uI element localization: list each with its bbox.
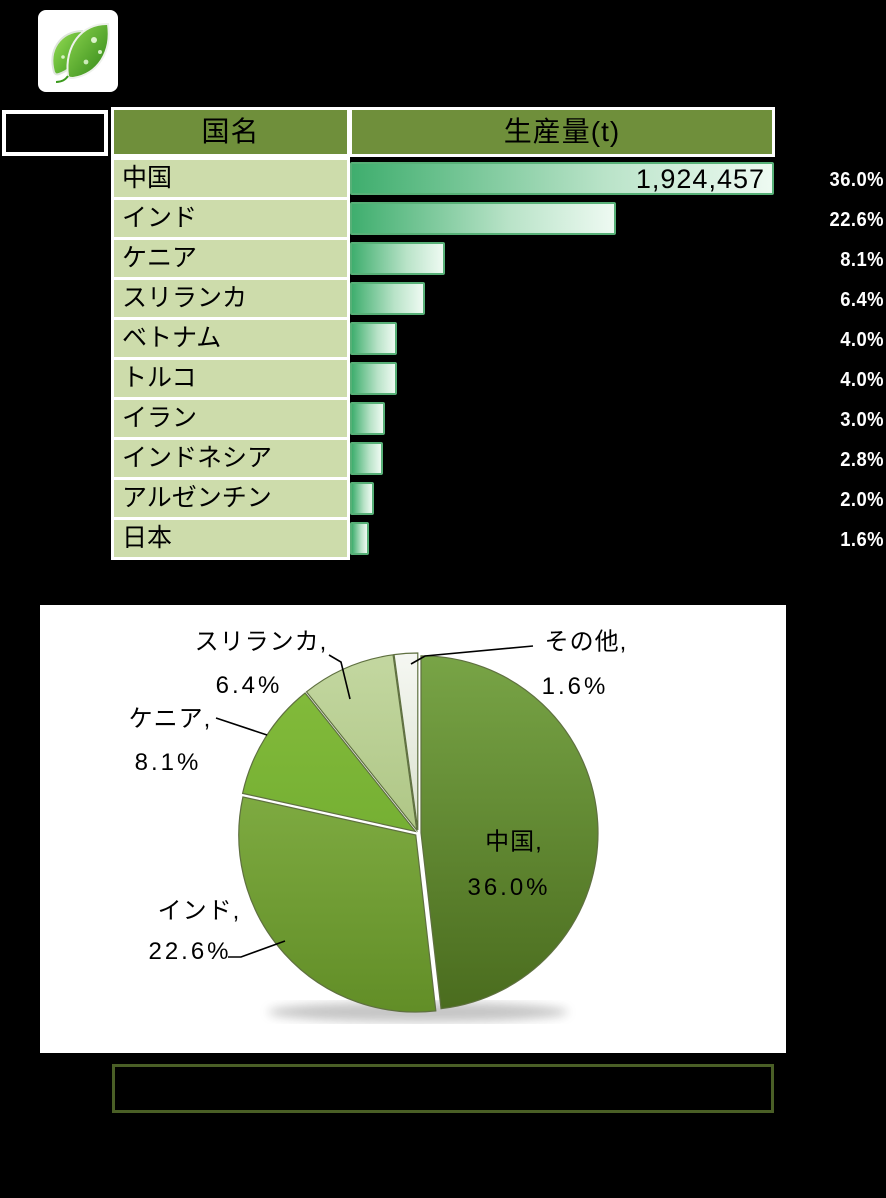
country-cell: スリランカ (114, 280, 347, 317)
percent-label: 36.0% (829, 169, 884, 191)
production-bar (350, 322, 397, 355)
production-bar (350, 362, 397, 395)
production-bar (350, 482, 374, 515)
production-bar (350, 402, 385, 435)
percent-label: 22.6% (829, 209, 884, 231)
pie-label-インド-name: インド, (157, 897, 241, 925)
production-bar (350, 282, 425, 315)
leaf-icon (51, 22, 110, 83)
table-label-column: 中国 インド ケニア スリランカ ベトナム トルコ イラン インドネシア アルゼンチン 日本 (111, 157, 350, 560)
production-bar (350, 202, 616, 235)
pie-chart (215, 645, 599, 1022)
pie-label-インド-pct: 22.6% (148, 938, 232, 965)
percent-label: 4.0% (840, 329, 884, 351)
header-empty-cell (2, 110, 108, 156)
caption-box (112, 1064, 774, 1113)
percent-label: 2.8% (840, 449, 884, 471)
pie-leader-line-スリランカ (328, 654, 351, 700)
country-cell: 日本 (114, 520, 347, 557)
pie-slice-ケニア (241, 692, 417, 833)
pie-label-中国-pct: 36.0% (467, 874, 551, 901)
pie-chart-panel: 中国, 36.0% インド, 22.6% ケニア, 8.1% スリランカ, 6.4% その他, 1… (40, 605, 786, 1053)
header-country-cell: 国名 (111, 107, 350, 157)
pie-label-ケニア-pct: 8.1% (134, 749, 202, 776)
country-cell: ベトナム (114, 320, 347, 357)
country-cell: インドネシア (114, 440, 347, 477)
pie-label-スリランカ-name: スリランカ, (194, 628, 328, 656)
pie-slice-スリランカ (305, 654, 418, 833)
percent-label: 2.0% (840, 489, 884, 511)
bar-value-label: 1,924,457 (635, 164, 765, 194)
percent-label: 8.1% (840, 249, 884, 271)
pie-label-ケニア-name: ケニア, (128, 705, 212, 733)
pie-leader-line-インド (228, 940, 286, 958)
percent-label: 3.0% (840, 409, 884, 431)
country-cell: イラン (114, 400, 347, 437)
pie-label-中国-name: 中国, (485, 828, 543, 856)
production-bar (350, 442, 383, 475)
pie-label-その他-name: その他, (544, 628, 628, 656)
header-production-cell: 生産量(t) (349, 107, 775, 157)
country-cell: ケニア (114, 240, 347, 277)
pie-slice-中国 (420, 655, 599, 1010)
percent-label: 6.4% (840, 289, 884, 311)
leaf-logo (38, 10, 118, 92)
country-cell: トルコ (114, 360, 347, 397)
pie-slice-インド (238, 796, 437, 1013)
pie-label-スリランカ-pct: 6.4% (215, 672, 283, 699)
percent-label: 1.6% (840, 529, 884, 551)
production-bar: 1,924,457 (350, 162, 774, 195)
production-bar (350, 242, 445, 275)
pie-label-その他-pct: 1.6% (541, 673, 609, 700)
percent-label: 4.0% (840, 369, 884, 391)
pie-slice-その他 (393, 652, 419, 831)
pie-leader-line-ケニア (215, 717, 268, 736)
production-bar (350, 522, 369, 555)
country-cell: インド (114, 200, 347, 237)
country-cell: 中国 (114, 160, 347, 197)
country-cell: アルゼンチン (114, 480, 347, 517)
pie-leader-line-その他 (410, 645, 534, 665)
